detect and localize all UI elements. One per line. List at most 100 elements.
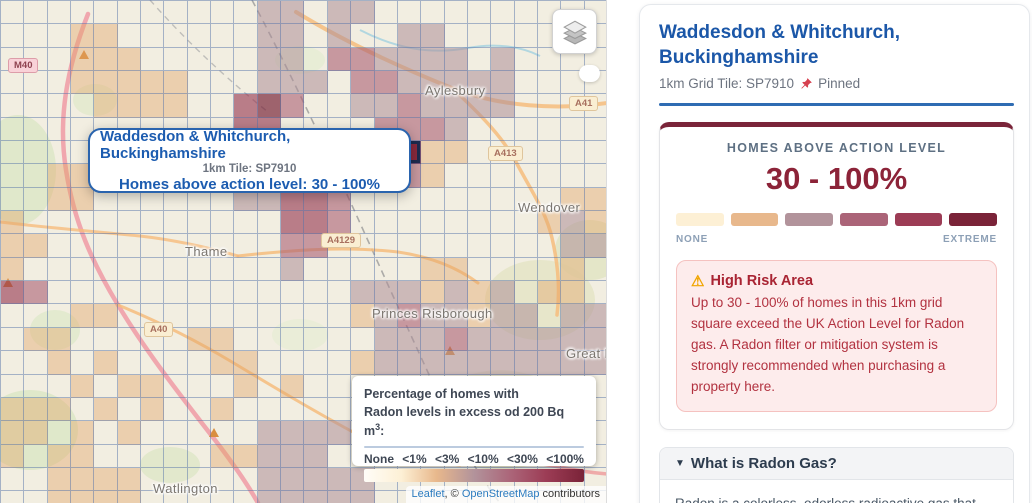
grid-tile[interactable] bbox=[47, 117, 72, 142]
grid-tile[interactable] bbox=[281, 304, 305, 328]
grid-tile[interactable] bbox=[24, 211, 48, 235]
grid-tile[interactable] bbox=[537, 281, 562, 305]
grid-tile[interactable] bbox=[584, 187, 606, 212]
grid-tile[interactable] bbox=[281, 467, 305, 492]
grid-tile[interactable] bbox=[94, 24, 118, 48]
grid-tile[interactable] bbox=[94, 467, 118, 492]
grid-tile[interactable] bbox=[374, 187, 398, 212]
grid-tile[interactable] bbox=[304, 211, 328, 235]
grid-tile[interactable] bbox=[24, 94, 48, 118]
grid-tile[interactable] bbox=[467, 351, 492, 375]
grid-tile[interactable] bbox=[327, 71, 352, 95]
grid-tile[interactable] bbox=[584, 258, 606, 282]
grid-tile[interactable] bbox=[421, 1, 445, 25]
grid-tile[interactable] bbox=[47, 257, 72, 282]
grid-tile[interactable] bbox=[281, 94, 305, 118]
grid-tile[interactable] bbox=[71, 491, 95, 503]
grid-tile[interactable] bbox=[187, 444, 212, 468]
grid-tile[interactable] bbox=[117, 47, 142, 72]
grid-tile[interactable] bbox=[351, 257, 375, 282]
grid-tile[interactable] bbox=[94, 374, 118, 398]
grid-tile[interactable] bbox=[374, 234, 398, 258]
grid-tile[interactable] bbox=[257, 281, 282, 305]
grid-tile[interactable] bbox=[24, 234, 48, 258]
grid-tile[interactable] bbox=[71, 47, 95, 72]
grid-tile[interactable] bbox=[1, 117, 25, 142]
grid-tile[interactable] bbox=[491, 94, 515, 118]
grid-tile[interactable] bbox=[374, 327, 398, 352]
grid-tile[interactable] bbox=[234, 1, 258, 25]
grid-tile[interactable] bbox=[374, 24, 398, 48]
grid-tile[interactable] bbox=[164, 47, 188, 72]
grid-tile[interactable] bbox=[117, 281, 142, 305]
grid-tile[interactable] bbox=[1, 467, 25, 492]
grid-tile[interactable] bbox=[24, 164, 48, 188]
grid-tile[interactable] bbox=[561, 304, 585, 328]
grid-tile[interactable] bbox=[47, 71, 72, 95]
grid-tile[interactable] bbox=[164, 1, 188, 25]
grid-tile[interactable] bbox=[421, 281, 445, 305]
grid-tile[interactable] bbox=[327, 327, 352, 352]
grid-tile[interactable] bbox=[141, 467, 165, 492]
grid-tile[interactable] bbox=[1, 164, 25, 188]
grid-tile[interactable] bbox=[561, 94, 585, 118]
grid-tile[interactable] bbox=[351, 491, 375, 503]
grid-tile[interactable] bbox=[351, 211, 375, 235]
grid-tile[interactable] bbox=[164, 211, 188, 235]
grid-tile[interactable] bbox=[234, 304, 258, 328]
grid-tile[interactable] bbox=[94, 444, 118, 468]
grid-tile[interactable] bbox=[374, 1, 398, 25]
grid-tile[interactable] bbox=[304, 397, 328, 422]
grid-tile[interactable] bbox=[537, 304, 562, 328]
grid-tile[interactable] bbox=[141, 304, 165, 328]
grid-tile[interactable] bbox=[164, 397, 188, 422]
grid-tile[interactable] bbox=[421, 351, 445, 375]
grid-tile[interactable] bbox=[234, 47, 258, 72]
grid-tile[interactable] bbox=[71, 397, 95, 422]
grid-tile[interactable] bbox=[304, 421, 328, 445]
grid-tile[interactable] bbox=[234, 71, 258, 95]
grid-tile[interactable] bbox=[421, 117, 445, 142]
grid-tile[interactable] bbox=[141, 234, 165, 258]
grid-tile[interactable] bbox=[187, 257, 212, 282]
grid-tile[interactable] bbox=[514, 47, 538, 72]
grid-tile[interactable] bbox=[71, 257, 95, 282]
grid-tile[interactable] bbox=[24, 444, 48, 468]
grid-tile[interactable] bbox=[397, 71, 422, 95]
grid-tile[interactable] bbox=[281, 234, 305, 258]
grid-tile[interactable] bbox=[47, 281, 72, 305]
grid-tile[interactable] bbox=[1, 351, 25, 375]
grid-tile[interactable] bbox=[397, 304, 422, 328]
grid-tile[interactable] bbox=[117, 94, 142, 118]
grid-tile[interactable] bbox=[351, 24, 375, 48]
grid-tile[interactable] bbox=[234, 327, 258, 352]
grid-tile[interactable] bbox=[491, 24, 515, 48]
grid-tile[interactable] bbox=[397, 327, 422, 352]
grid-tile[interactable] bbox=[561, 257, 585, 282]
grid-tile[interactable] bbox=[94, 47, 118, 72]
grid-tile[interactable] bbox=[164, 421, 188, 445]
grid-tile[interactable] bbox=[164, 24, 188, 48]
grid-tile[interactable] bbox=[514, 71, 538, 95]
grid-tile[interactable] bbox=[421, 141, 445, 165]
grid-tile[interactable] bbox=[117, 421, 142, 445]
grid-tile[interactable] bbox=[327, 281, 352, 305]
grid-tile[interactable] bbox=[374, 304, 398, 328]
grid-tile[interactable] bbox=[421, 47, 445, 72]
grid-tile[interactable] bbox=[47, 234, 72, 258]
grid-tile[interactable] bbox=[537, 351, 562, 375]
grid-tile[interactable] bbox=[374, 281, 398, 305]
grid-tile[interactable] bbox=[421, 234, 445, 258]
grid-tile[interactable] bbox=[467, 257, 492, 282]
grid-tile[interactable] bbox=[537, 211, 562, 235]
grid-tile[interactable] bbox=[351, 1, 375, 25]
grid-tile[interactable] bbox=[514, 351, 538, 375]
grid-tile[interactable] bbox=[94, 71, 118, 95]
grid-tile[interactable] bbox=[71, 467, 95, 492]
grid-tile[interactable] bbox=[514, 24, 538, 48]
grid-tile[interactable] bbox=[281, 444, 305, 468]
grid-tile[interactable] bbox=[467, 24, 492, 48]
grid-tile[interactable] bbox=[421, 94, 445, 118]
grid-tile[interactable] bbox=[211, 257, 235, 282]
grid-tile[interactable] bbox=[374, 257, 398, 282]
